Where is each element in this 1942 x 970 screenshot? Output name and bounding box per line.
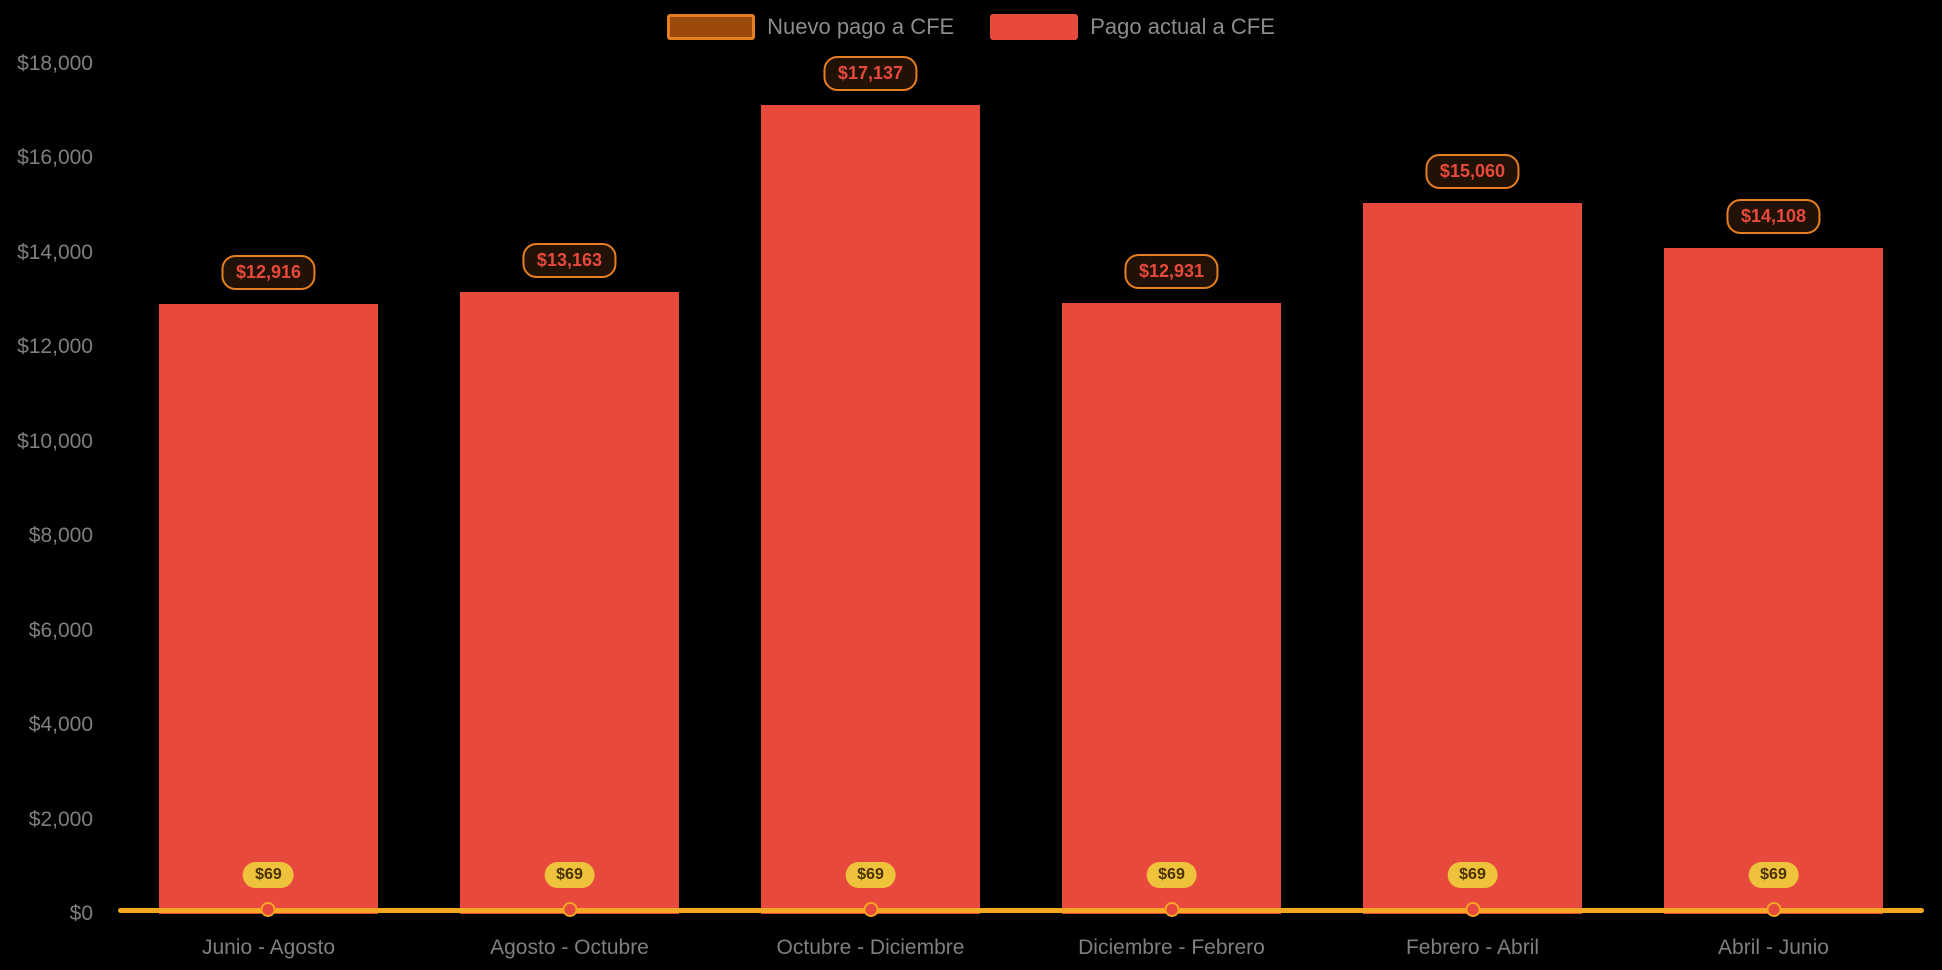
bar-pago-actual[interactable] — [158, 304, 379, 914]
line-marker[interactable] — [562, 902, 577, 917]
x-tick-label: Junio - Agosto — [201, 936, 336, 959]
y-tick-label: $10,000 — [17, 429, 93, 453]
bar-value-badge: $15,060 — [1425, 153, 1520, 189]
category-slot: $12,931 — [1021, 64, 1322, 914]
category-slot: $17,137 — [720, 55, 1021, 914]
line-value-badge: $69 — [1146, 862, 1197, 888]
bar-pago-actual[interactable] — [760, 104, 981, 914]
legend-swatch — [667, 14, 756, 40]
line-value-badge: $69 — [1447, 862, 1498, 888]
bar-value-badge: $13,163 — [522, 243, 617, 279]
legend-item[interactable]: Nuevo pago a CFE — [667, 14, 954, 40]
line-value-badge: $69 — [544, 862, 595, 888]
legend-label: Nuevo pago a CFE — [767, 14, 955, 39]
category-slot: $15,060 — [1322, 64, 1623, 914]
bar-value-badge: $14,108 — [1726, 198, 1821, 234]
line-marker[interactable] — [1164, 902, 1179, 917]
y-tick-label: $0 — [69, 902, 93, 925]
plot-area: $12,916 $13,163 $17,137 $12,931 $15,060 $14,1… — [118, 55, 1924, 917]
x-tick-label: Abril - Junio — [1718, 936, 1829, 959]
x-tick-label: Agosto - Octubre — [490, 936, 649, 959]
category-slot: $12,916 — [118, 64, 419, 914]
line-marker[interactable] — [1465, 902, 1480, 917]
y-tick-label: $6,000 — [28, 618, 93, 642]
y-tick-label: $8,000 — [28, 524, 93, 548]
legend: Nuevo pago a CFE Pago actual a CFE — [0, 14, 1942, 40]
line-value-badge: $69 — [243, 862, 294, 888]
legend-swatch — [990, 14, 1079, 40]
y-tick-label: $18,000 — [17, 52, 93, 75]
bar-value-badge: $17,137 — [823, 55, 918, 91]
bar-value-badge: $12,931 — [1124, 254, 1219, 290]
bar-pago-actual[interactable] — [1663, 247, 1884, 914]
legend-item[interactable]: Pago actual a CFE — [990, 14, 1275, 40]
line-value-badge: $69 — [845, 862, 896, 888]
y-tick-label: $14,000 — [17, 240, 93, 264]
line-nuevo-pago — [118, 908, 1924, 913]
y-axis: $0 $2,000 $4,000 $6,000 $8,000 $10,000 $12,000… — [0, 52, 100, 925]
category-slot: $14,108 — [1623, 64, 1924, 914]
bar-pago-actual[interactable] — [1061, 303, 1282, 914]
category-slot: $13,163 — [419, 64, 720, 914]
legend-label: Pago actual a CFE — [1090, 14, 1275, 39]
line-marker[interactable] — [1766, 902, 1781, 917]
x-axis: Junio - Agosto Agosto - Octubre Octubre - … — [118, 936, 1924, 966]
x-tick-label: Octubre - Diciembre — [776, 936, 965, 959]
y-tick-label: $2,000 — [28, 807, 93, 831]
bar-pago-actual[interactable] — [1362, 202, 1583, 914]
y-tick-label: $16,000 — [17, 146, 93, 170]
line-value-badge: $69 — [1748, 862, 1799, 888]
line-marker[interactable] — [260, 902, 276, 917]
bar-pago-actual[interactable] — [459, 292, 680, 914]
y-tick-label: $4,000 — [28, 713, 93, 737]
bar-value-badge: $12,916 — [221, 255, 316, 291]
x-tick-label: Diciembre - Febrero — [1078, 936, 1265, 959]
y-tick-label: $12,000 — [17, 335, 93, 359]
x-tick-label: Febrero - Abril — [1405, 936, 1540, 959]
line-marker[interactable] — [863, 902, 878, 917]
